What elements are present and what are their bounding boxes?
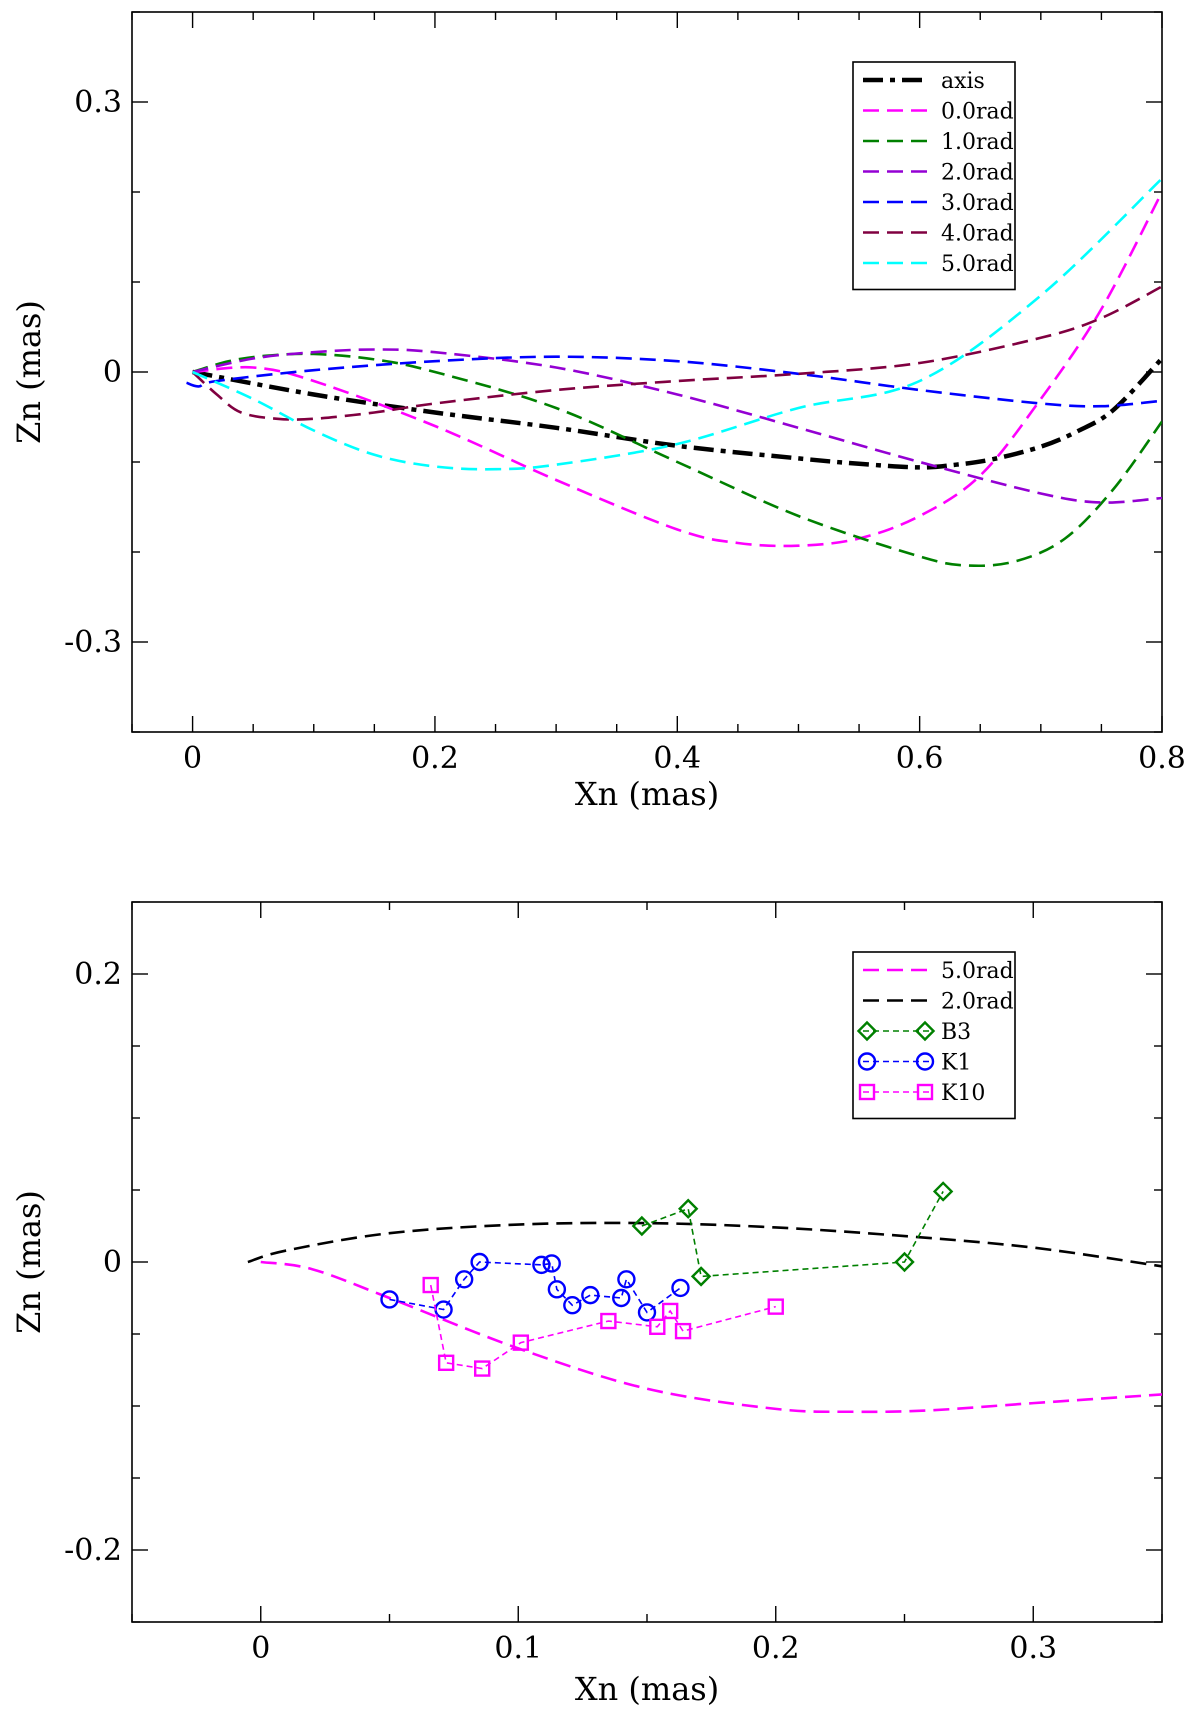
legend-label: 5.0rad [941, 959, 1014, 984]
series-line-0-0rad [192, 191, 1162, 548]
series-line-4-0rad [191, 285, 1162, 421]
legend-label: 4.0rad [941, 222, 1014, 247]
legend-label: 5.0rad [941, 252, 1014, 277]
legend-label: K10 [941, 1081, 985, 1106]
data-point-b3 [894, 1251, 915, 1273]
x-axis-label: Xn (mas) [575, 1670, 719, 1708]
data-point-k1 [612, 1288, 631, 1308]
legend-marker [858, 1083, 876, 1101]
y-axis-label: Zn (mas) [10, 300, 48, 444]
data-point-k1 [637, 1303, 657, 1322]
y-tick-label: -0.3 [64, 625, 122, 660]
bottom-panel: 0 0.1 0.2 0.3 -0.2 0 0.2 Xn (mas) Zn (mas) 5.0rad… [10, 901, 1163, 1708]
series-line-2-0rad [247, 1221, 1162, 1268]
y-tick-label: -0.2 [64, 1533, 122, 1568]
x-tick-label: 0.1 [494, 1631, 542, 1666]
legend-label: 2.0rad [941, 990, 1014, 1015]
data-point-k10 [767, 1298, 784, 1315]
series-line-axis [192, 356, 1162, 470]
x-tick-label: 0 [251, 1631, 270, 1666]
legend-label: 0.0rad [941, 100, 1014, 125]
series-line-B3 [641, 1191, 944, 1278]
series-line-2-0rad [192, 348, 1162, 504]
legend-label: 2.0rad [941, 161, 1014, 186]
data-point-k1 [470, 1252, 489, 1272]
legend-marker [856, 1020, 878, 1042]
series-group [247, 1181, 1162, 1414]
data-point-b3 [932, 1181, 954, 1202]
x-tick-label: 0.2 [411, 741, 459, 776]
data-point-k10 [512, 1334, 530, 1351]
x-tick-label: 0 [183, 741, 202, 776]
data-point-k1 [581, 1285, 600, 1305]
y-tick-label: 0.3 [74, 85, 122, 120]
data-point-k1 [547, 1280, 567, 1299]
legend-label: 1.0rad [941, 130, 1014, 155]
data-point-k1 [542, 1254, 561, 1273]
data-point-k1 [671, 1278, 690, 1298]
legend-label: axis [941, 69, 985, 94]
legend-marker [857, 1052, 877, 1071]
data-point-k10 [674, 1322, 692, 1340]
series-line-5-0rad [192, 177, 1162, 471]
data-point-k1 [617, 1270, 636, 1289]
x-tick-label: 0.8 [1138, 741, 1186, 776]
x-tick-label: 0.3 [1009, 1631, 1057, 1666]
y-tick-label: 0 [103, 1245, 122, 1280]
data-point-k10 [437, 1354, 455, 1372]
legend-box [852, 61, 1016, 291]
legend-box [852, 951, 1016, 1120]
data-point-k1 [563, 1295, 582, 1315]
legend-label: 3.0rad [941, 191, 1014, 216]
y-tick-label: 0 [103, 355, 122, 390]
series-line-K1 [389, 1261, 681, 1314]
series-group [186, 177, 1162, 568]
legend-label: B3 [941, 1020, 971, 1045]
data-point-k1 [380, 1290, 399, 1309]
x-axis-label: Xn (mas) [575, 775, 719, 813]
series-line-1-0rad [192, 352, 1162, 568]
x-tick-label: 0.2 [752, 1631, 800, 1666]
x-tick-label: 0.4 [653, 741, 701, 776]
data-point-b3 [678, 1198, 699, 1219]
data-point-k10 [661, 1302, 679, 1320]
top-panel: 0 0.2 0.4 0.6 0.8 -0.3 0 0.3 Xn (mas) Zn (mas) axi… [10, 11, 1186, 813]
legend-label: K1 [941, 1051, 971, 1076]
data-point-b3 [690, 1266, 712, 1287]
data-point-k1 [532, 1255, 551, 1275]
y-axis-label: Zn (mas) [10, 1190, 48, 1334]
data-point-k10 [600, 1312, 617, 1330]
data-point-k10 [422, 1276, 439, 1294]
data-point-k1 [454, 1270, 474, 1289]
legend-marker [916, 1083, 934, 1101]
x-tick-label: 0.6 [896, 741, 944, 776]
series-line-5-0rad [260, 1260, 1162, 1414]
series-line-3-0rad [186, 355, 1162, 408]
legend-marker [914, 1020, 936, 1042]
data-point-k10 [474, 1360, 491, 1377]
data-point-b3 [631, 1215, 653, 1237]
y-tick-label: 0.2 [74, 957, 122, 992]
data-point-k10 [649, 1318, 666, 1336]
legend-marker [915, 1052, 935, 1071]
series-line-K10 [429, 1284, 776, 1370]
